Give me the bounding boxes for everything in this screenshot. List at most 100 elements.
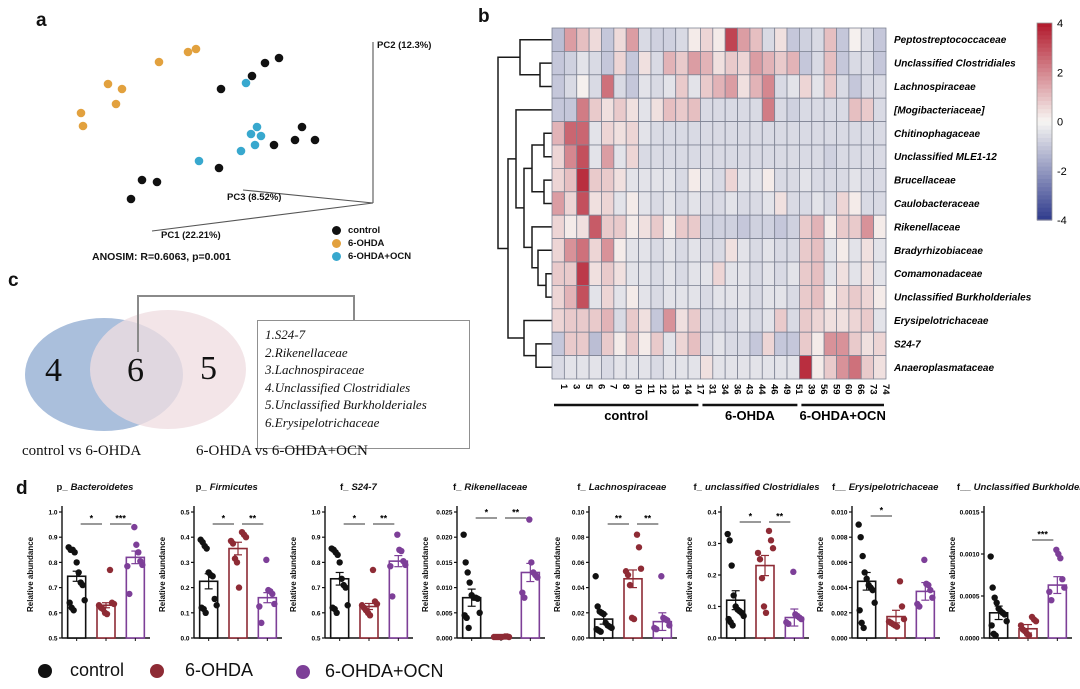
heatmap-cell: [786, 167, 800, 193]
heatmap-cell: [638, 121, 652, 146]
heatmap-cell: [563, 308, 578, 333]
data-point: [729, 592, 737, 599]
chart-title-prefix: f__: [956, 482, 971, 493]
data-point: [229, 540, 236, 547]
data-point: [594, 603, 601, 610]
heatmap-cell: [786, 97, 800, 122]
heatmap-cell: [873, 238, 887, 263]
data-point: [262, 556, 270, 564]
heatmap-cell: [798, 121, 813, 146]
heatmap-cell: [638, 97, 652, 122]
data-point: [665, 622, 673, 629]
heatmap-cell: [675, 97, 689, 122]
chart-title-name: Bacteroidetes: [70, 482, 134, 493]
pca-point-control: [214, 163, 224, 173]
heatmap-cell: [860, 331, 875, 357]
heatmap-cell: [625, 308, 639, 333]
heatmap-cell: [601, 284, 615, 310]
y-tick-label: 0.025: [436, 510, 453, 517]
data-point: [135, 549, 142, 556]
data-point: [255, 603, 263, 610]
heatmap-cell: [638, 331, 652, 357]
heatmap-cell: [786, 284, 800, 310]
heatmap-cell: [687, 97, 701, 122]
heatmap-cell: [749, 331, 763, 357]
y-axis-label: Relative abundance: [947, 536, 957, 612]
chart-title: f_ Lachnospiraceae: [552, 482, 682, 498]
heatmap-cell: [687, 214, 701, 239]
bar-chart-s24-7: f_ S24-7 Relative abundance 0.5 0.6 0.7 0.8 0.9…: [288, 482, 418, 650]
data-point: [767, 537, 774, 544]
heatmap-cells: [551, 27, 887, 380]
venn-connector-right: [353, 295, 355, 321]
heatmap-cell: [687, 331, 701, 357]
y-axis-label: Relative abundance: [157, 536, 167, 612]
significance-label: ***: [115, 514, 126, 524]
heatmap-cell: [798, 51, 813, 76]
pca-point-6-OHDA: [154, 57, 164, 67]
y-tick-label: 0.0015: [960, 510, 980, 517]
y-tick-label: 0.08: [572, 535, 585, 542]
data-point: [1032, 618, 1040, 625]
heatmap-cell: [873, 214, 887, 239]
y-tick-label: 0.1: [180, 610, 189, 617]
y-tick-label: 0.020: [436, 535, 453, 542]
pca-legend-item-6ohda: 6-OHDA: [332, 237, 411, 250]
data-point: [235, 584, 242, 591]
data-point: [765, 527, 772, 535]
data-point: [202, 609, 209, 616]
heatmap-row-label: Anaeroplasmataceae: [893, 363, 994, 374]
heatmap-row-label: Rikenellaceae: [894, 222, 961, 233]
heatmap-cell: [749, 51, 763, 76]
heatmap-cell: [811, 191, 825, 216]
heatmap-cell: [774, 74, 788, 99]
panel-label-c: c: [8, 270, 19, 291]
heatmap-column-label: 5: [583, 384, 594, 390]
venn-list-item: 4.Unclassified Clostridiales: [265, 379, 411, 395]
data-point: [925, 581, 932, 589]
panel-label-a: a: [36, 10, 47, 31]
data-point: [139, 561, 146, 569]
data-point: [70, 607, 77, 614]
data-point: [462, 559, 469, 566]
heatmap-cell: [724, 51, 738, 76]
venn-caption-left: control vs 6-OHDA: [22, 443, 142, 459]
heatmap-cell: [724, 261, 738, 286]
heatmap-cell: [873, 284, 887, 310]
heatmap-cell: [749, 284, 763, 310]
heatmap-cell: [675, 51, 689, 76]
heatmap-cell: [625, 51, 639, 76]
data-point: [528, 559, 535, 566]
data-point: [402, 561, 409, 569]
data-point: [103, 610, 111, 618]
pca-point-6-OHDA+OCN: [250, 140, 260, 150]
heatmap-cell: [650, 51, 664, 76]
heatmap-cell: [848, 238, 862, 263]
heatmap-cell: [761, 167, 776, 193]
heatmap-cell: [563, 284, 578, 310]
heatmap-cell: [650, 167, 664, 193]
data-point: [211, 595, 218, 603]
heatmap-cell: [638, 284, 652, 310]
heatmap-cell: [662, 97, 677, 122]
chart-title-name: Lachnospiraceae: [588, 482, 667, 493]
heatmap-cell: [613, 74, 627, 99]
data-point: [233, 559, 240, 566]
heatmap-cell: [786, 308, 800, 333]
legend-6ohda-ocn-label: 6-OHDA+OCN: [325, 661, 444, 681]
heatmap-cell: [650, 27, 664, 52]
significance-label: *: [485, 508, 489, 518]
heatmap-cell: [786, 214, 800, 239]
data-point: [927, 586, 934, 594]
heatmap-cell: [551, 121, 565, 146]
colorbar-tick-label: 2: [1057, 67, 1063, 79]
heatmap-cell: [687, 144, 701, 169]
heatmap-column-label: 31: [707, 384, 718, 395]
heatmap-row-labels: Peptostreptococcaceae Unclassified Clostr…: [893, 35, 1032, 374]
heatmap-cell: [774, 308, 788, 333]
heatmap-column-label: 10: [632, 384, 643, 395]
heatmap-cell: [576, 214, 590, 239]
chart-plot: 0.50.60.70.80.91.0* **: [312, 506, 414, 643]
heatmap-cell: [860, 51, 875, 76]
heatmap-cell: [798, 355, 813, 380]
